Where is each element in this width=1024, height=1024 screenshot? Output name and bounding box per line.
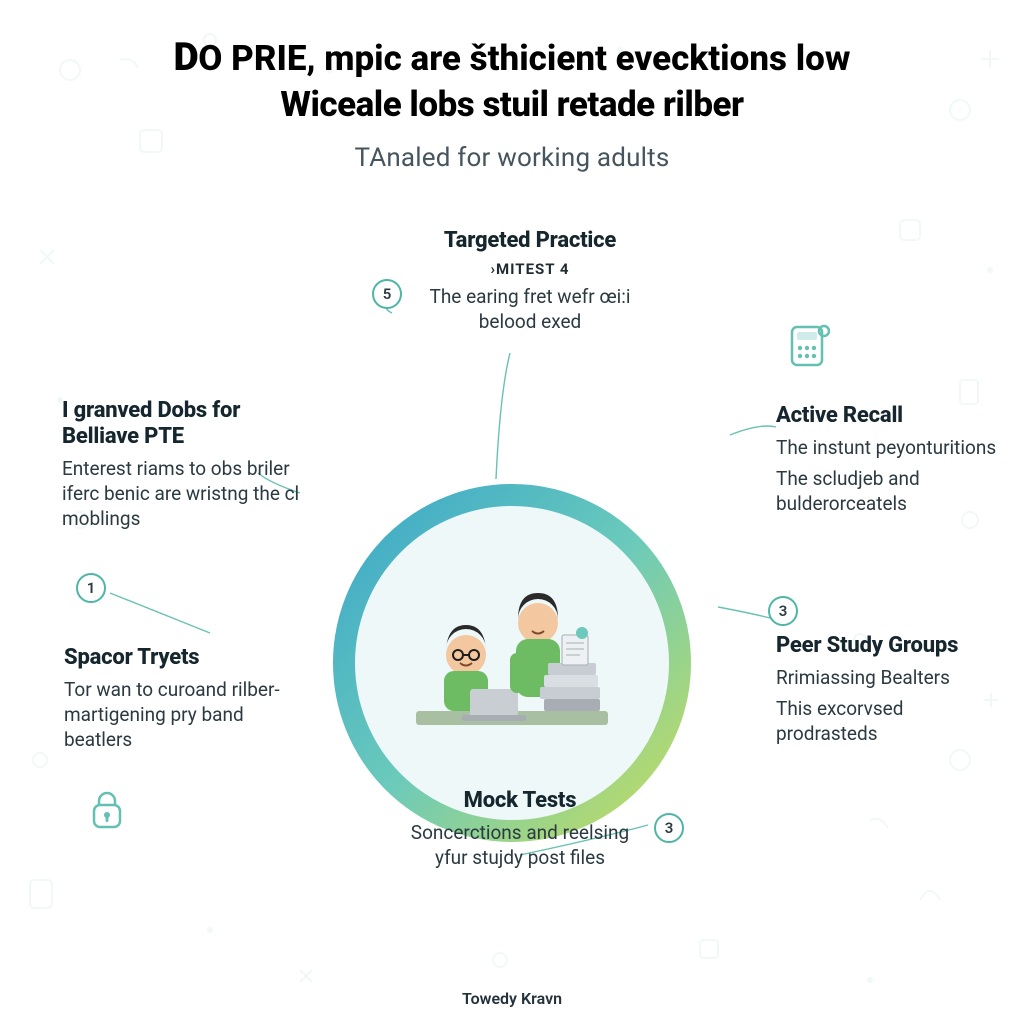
node-body: The scludjeb and bulderorceatels [776, 466, 1006, 516]
node-body: The instunt peyonturitions [776, 435, 1006, 460]
node-body: Enterest riams to obs briler iferc benic… [62, 456, 314, 531]
paper-icon [562, 627, 588, 665]
node-title: I granved Dobs for Belliave PTE [62, 398, 314, 450]
node-peer-study: Peer Study Groups Rrimiassing Bealters Thi… [776, 633, 1006, 746]
headline-dropcap: D [174, 34, 199, 80]
center-illustration [392, 543, 632, 783]
calculator-icon [784, 323, 830, 369]
number-badge: 3 [768, 596, 798, 626]
subheadline: TAnaled for working adults [355, 143, 670, 173]
node-title: Active Recall [776, 403, 1006, 429]
node-body: Soncerctions and reelsing yfur stujdy po… [400, 820, 640, 870]
node-title: Spacor Tryets [64, 645, 316, 671]
headline-line1: O PRIE, mpic are šthicient evecktions lo… [198, 38, 850, 79]
radial-diagram: Targeted Practice ›MITEST 4 The earing fre… [0, 173, 1024, 1024]
node-body: The earing fret wefr œi:i belood exed [405, 284, 655, 334]
number-badge: 1 [76, 573, 106, 603]
node-title: Targeted Practice [405, 228, 655, 254]
node-active-recall: Active Recall The instunt peyonturitions T… [776, 403, 1006, 516]
node-body: Tor wan to curoand rilber-martigening pr… [64, 677, 316, 752]
node-granved-dobs: I granved Dobs for Belliave PTE Enterest … [62, 398, 314, 531]
node-body: This excorvsed prodrasteds [776, 696, 1006, 746]
node-body: Rrimiassing Bealters [776, 665, 1006, 690]
number-badge: 5 [372, 279, 402, 309]
node-mock-tests: Mock Tests Soncerctions and reelsing yfur… [400, 788, 640, 870]
node-title: Peer Study Groups [776, 633, 1006, 659]
headline: DO PRIE, mpic are šthicient evecktions l… [174, 34, 851, 125]
node-title: Mock Tests [400, 788, 640, 814]
headline-line2: Wiceale lobs stuil retade rilber [174, 84, 851, 125]
node-spacor-tryets: Spacor Tryets Tor wan to curoand rilber-m… [64, 645, 316, 752]
node-kicker: ›MITEST 4 [405, 260, 655, 278]
number-badge: 3 [654, 813, 684, 843]
lock-icon [84, 787, 130, 833]
footer-credit: Towedy Kravn [0, 989, 1024, 1008]
node-targeted-practice: Targeted Practice ›MITEST 4 The earing fre… [405, 228, 655, 334]
